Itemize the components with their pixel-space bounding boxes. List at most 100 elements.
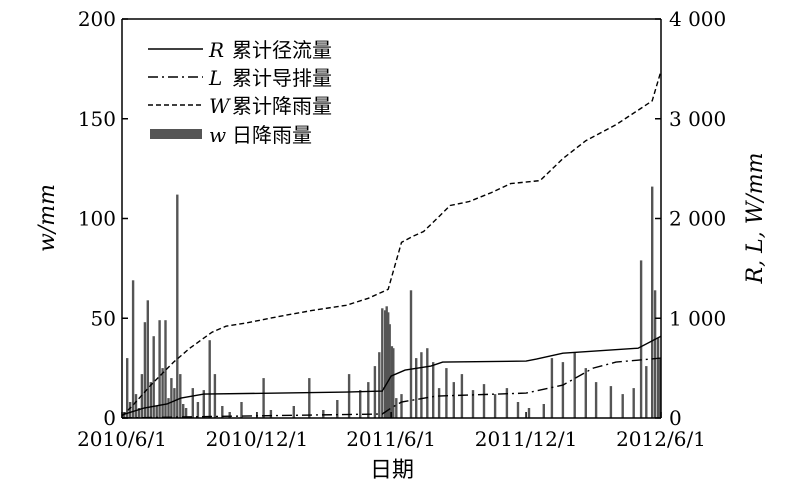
rainfall-bar [516, 402, 520, 418]
right-tick-label: 0 [669, 406, 682, 430]
rainfall-bar [385, 306, 388, 418]
rainfall-bar [191, 388, 194, 418]
rainfall-bar [527, 408, 531, 418]
rainfall-bar [653, 290, 657, 418]
rainfall-bar [208, 340, 211, 418]
series-line-dashed [121, 70, 662, 417]
rainfall-bar [143, 322, 147, 418]
legend-label: 累计导排量 [232, 66, 332, 90]
rainfall-bar [164, 320, 167, 418]
rainfall-bar [645, 366, 648, 418]
right-tick-label: 1 000 [669, 306, 726, 330]
rainfall-bar [493, 394, 497, 418]
x-axis-ticks: 2010/6/1 2010/12/1 2011/6/1 2011/12/1 2012/6… [77, 412, 706, 451]
rainfall-bar [656, 338, 660, 418]
rainfall-bar [373, 366, 377, 418]
rainfall-bar [400, 394, 403, 418]
left-tick-label: 150 [78, 107, 116, 131]
rainfall-bar [505, 388, 509, 418]
rainfall-bar [621, 394, 624, 418]
left-axis-label: w/mm [35, 184, 60, 252]
rainfall-bar [167, 398, 170, 418]
rainfall-bar [269, 410, 273, 418]
legend-label: 日降雨量 [232, 123, 312, 147]
rainfall-bar [384, 310, 387, 418]
rainfall-bar [228, 412, 231, 418]
rainfall-bar [170, 378, 173, 418]
left-tick-label: 50 [91, 306, 116, 330]
right-axis-label: R, L, W/mm [743, 153, 768, 285]
right-tick-label: 4 000 [669, 7, 726, 31]
rainfall-bar [390, 346, 394, 418]
rainfall-bar [179, 374, 182, 418]
rainfall-bar [137, 408, 141, 418]
series-line-dashdot [121, 357, 662, 419]
rainfall-bar [131, 280, 135, 418]
rainfall-bar [134, 394, 138, 418]
rainfall-bar [184, 408, 188, 418]
rainfall-bar [176, 194, 179, 418]
rainfall-bar [471, 390, 475, 418]
legend-swatch-bar [150, 129, 202, 139]
left-axis-ticks: 0 50 100 150 200 [78, 7, 128, 430]
rainfall-bar [381, 308, 384, 418]
rainfall-bar [387, 312, 390, 418]
rainfall-bar [651, 186, 654, 418]
right-tick-label: 3 000 [669, 107, 726, 131]
left-tick-label: 0 [103, 406, 116, 430]
legend-symbol: L [208, 66, 222, 90]
rainfall-bar [426, 348, 429, 418]
x-tick-label: 2010/6/1 [77, 427, 167, 451]
x-tick-label: 2012/6/1 [616, 427, 706, 451]
x-tick-label: 2011/6/1 [346, 427, 436, 451]
left-tick-label: 100 [78, 207, 116, 231]
rainfall-bar [213, 374, 217, 418]
rainfall-bar [452, 382, 455, 418]
rainfall-bar [128, 402, 132, 418]
rainfall-bar [584, 368, 587, 418]
legend-symbol: R [208, 38, 224, 62]
rainfall-bar [182, 404, 185, 418]
rainfall-bar [445, 368, 448, 418]
legend-label: 累计降雨量 [232, 94, 332, 118]
rainfall-bar [639, 260, 643, 418]
rainfall-bar [240, 402, 243, 418]
rainfall-bar [202, 390, 205, 418]
rainfall-bar [308, 378, 311, 418]
rainfall-bar [196, 402, 200, 418]
right-tick-label: 2 000 [669, 207, 726, 231]
rainfall-bar [415, 358, 418, 418]
rainfall-bar [420, 352, 423, 418]
rainfall-bar [482, 384, 486, 418]
rainfall-bars [123, 186, 662, 418]
rainfall-bar [594, 382, 598, 418]
legend-symbol: w [209, 123, 226, 147]
rainfall-bar [161, 368, 164, 418]
rainfall-bar [632, 388, 635, 418]
rainfall-bar [378, 352, 381, 418]
rainfall-bar [359, 390, 362, 418]
x-tick-label: 2010/12/1 [206, 427, 309, 451]
rainfall-bar [609, 386, 613, 418]
rainfall-bar [561, 362, 565, 418]
rainfall-bar [460, 374, 464, 418]
rainfall-bar [392, 348, 395, 418]
rainfall-bar [437, 388, 441, 418]
legend-symbol: W [209, 94, 231, 118]
rainfall-bar [146, 300, 149, 418]
cumulative-lines [121, 70, 662, 419]
rainfall-bar [432, 362, 435, 418]
rainfall-bar [126, 358, 129, 418]
rainfall-bar [388, 324, 391, 418]
rainfall-bar [152, 336, 155, 418]
rainfall-bar [322, 410, 325, 418]
rainfall-bar [149, 382, 152, 418]
rainfall-bar [367, 382, 370, 418]
rainfall-bar [409, 290, 413, 418]
rainfall-bar [155, 406, 158, 418]
left-tick-label: 200 [78, 7, 116, 31]
rainfall-bar [292, 406, 295, 418]
